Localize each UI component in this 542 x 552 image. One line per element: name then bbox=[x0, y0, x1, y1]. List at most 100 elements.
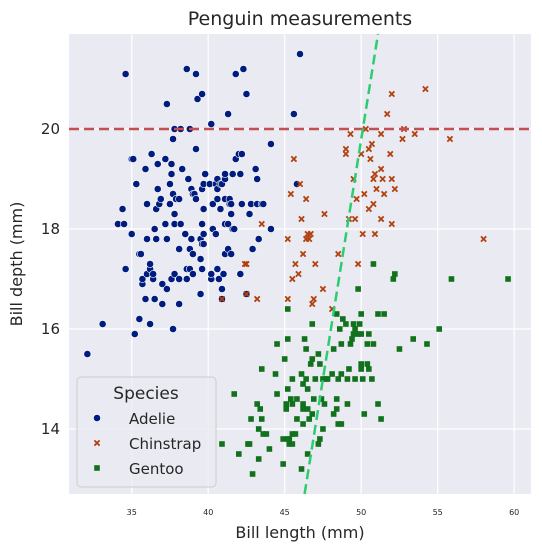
point-gentoo bbox=[284, 306, 291, 312]
point-adelie bbox=[218, 285, 226, 293]
point-gentoo bbox=[358, 361, 364, 367]
point-chinstrap bbox=[312, 260, 319, 268]
point-chinstrap bbox=[367, 155, 374, 163]
point-gentoo bbox=[304, 406, 311, 412]
point-chinstrap bbox=[258, 220, 265, 228]
point-adelie bbox=[192, 145, 200, 153]
point-gentoo bbox=[219, 441, 225, 447]
point-chinstrap bbox=[305, 235, 313, 243]
point-adelie bbox=[152, 235, 161, 243]
point-adelie bbox=[121, 265, 130, 273]
point-chinstrap bbox=[411, 130, 418, 138]
point-gentoo bbox=[289, 441, 296, 447]
point-gentoo bbox=[343, 321, 349, 327]
point-adelie bbox=[181, 230, 190, 238]
point-gentoo bbox=[303, 376, 309, 382]
point-adelie bbox=[231, 70, 240, 78]
point-gentoo bbox=[375, 401, 381, 407]
point-adelie bbox=[141, 295, 150, 303]
point-gentoo bbox=[505, 276, 511, 282]
point-chinstrap bbox=[365, 205, 373, 213]
point-gentoo bbox=[309, 411, 316, 417]
point-gentoo bbox=[260, 431, 267, 437]
point-gentoo bbox=[321, 401, 328, 407]
point-gentoo bbox=[258, 416, 265, 422]
point-chinstrap bbox=[377, 215, 385, 223]
point-adelie bbox=[251, 165, 260, 173]
point-chinstrap bbox=[359, 230, 366, 238]
point-chinstrap bbox=[335, 250, 342, 258]
point-chinstrap bbox=[383, 110, 391, 118]
point-gentoo bbox=[390, 276, 397, 282]
point-chinstrap bbox=[371, 230, 379, 238]
point-gentoo bbox=[249, 471, 256, 477]
point-adelie bbox=[216, 205, 225, 213]
point-gentoo bbox=[306, 416, 312, 422]
point-gentoo bbox=[257, 406, 264, 412]
point-adelie bbox=[98, 320, 107, 328]
x-tick-label: 50 bbox=[356, 508, 366, 517]
point-gentoo bbox=[310, 396, 317, 402]
point-chinstrap bbox=[351, 215, 359, 223]
point-gentoo bbox=[338, 371, 345, 377]
point-gentoo bbox=[366, 331, 372, 337]
point-gentoo bbox=[378, 416, 384, 422]
point-adelie bbox=[199, 205, 208, 213]
point-gentoo bbox=[289, 431, 296, 437]
point-chinstrap bbox=[388, 175, 396, 183]
point-gentoo bbox=[283, 406, 290, 412]
point-adelie bbox=[267, 225, 275, 233]
legend-label-gentoo: Gentoo bbox=[129, 460, 184, 478]
point-gentoo bbox=[289, 376, 296, 382]
series-adelie bbox=[83, 50, 304, 358]
point-gentoo bbox=[300, 401, 306, 407]
point-gentoo bbox=[300, 421, 306, 427]
point-gentoo bbox=[324, 376, 331, 382]
point-gentoo bbox=[396, 346, 403, 352]
legend-title: Species bbox=[113, 384, 179, 404]
point-adelie bbox=[213, 195, 222, 203]
point-gentoo bbox=[304, 451, 311, 457]
point-chinstrap bbox=[243, 290, 250, 298]
point-gentoo bbox=[338, 421, 345, 427]
point-chinstrap bbox=[241, 260, 249, 268]
point-adelie bbox=[158, 300, 167, 308]
point-gentoo bbox=[338, 341, 345, 347]
point-chinstrap bbox=[365, 145, 373, 153]
series-chinstrap bbox=[218, 85, 487, 313]
point-adelie bbox=[196, 290, 205, 298]
point-adelie bbox=[224, 220, 232, 228]
point-gentoo bbox=[344, 376, 351, 382]
legend: Species Adelie Chinstrap Gentoo bbox=[76, 376, 217, 488]
point-chinstrap bbox=[307, 230, 314, 238]
point-gentoo bbox=[300, 381, 306, 387]
point-adelie bbox=[207, 120, 216, 128]
point-adelie bbox=[228, 170, 237, 178]
point-chinstrap bbox=[379, 175, 386, 183]
point-gentoo bbox=[346, 366, 352, 372]
point-gentoo bbox=[255, 456, 262, 462]
point-adelie bbox=[227, 200, 236, 208]
point-gentoo bbox=[258, 366, 265, 372]
point-gentoo bbox=[330, 411, 337, 417]
point-gentoo bbox=[286, 436, 293, 442]
point-adelie bbox=[147, 150, 156, 158]
point-gentoo bbox=[255, 426, 262, 432]
point-chinstrap bbox=[284, 295, 291, 303]
point-chinstrap bbox=[368, 140, 376, 148]
point-gentoo bbox=[370, 341, 377, 347]
point-gentoo bbox=[280, 461, 286, 467]
point-adelie bbox=[169, 135, 177, 143]
point-adelie bbox=[176, 220, 185, 228]
point-chinstrap bbox=[299, 250, 307, 258]
point-adelie bbox=[163, 235, 171, 243]
x-tick-label: 45 bbox=[280, 508, 290, 517]
point-adelie bbox=[121, 70, 130, 78]
point-adelie bbox=[135, 315, 144, 323]
point-gentoo bbox=[304, 386, 311, 392]
point-gentoo bbox=[340, 316, 346, 322]
point-adelie bbox=[259, 200, 268, 208]
point-gentoo bbox=[318, 396, 325, 402]
x-axis-title: Bill length (mm) bbox=[235, 523, 364, 542]
